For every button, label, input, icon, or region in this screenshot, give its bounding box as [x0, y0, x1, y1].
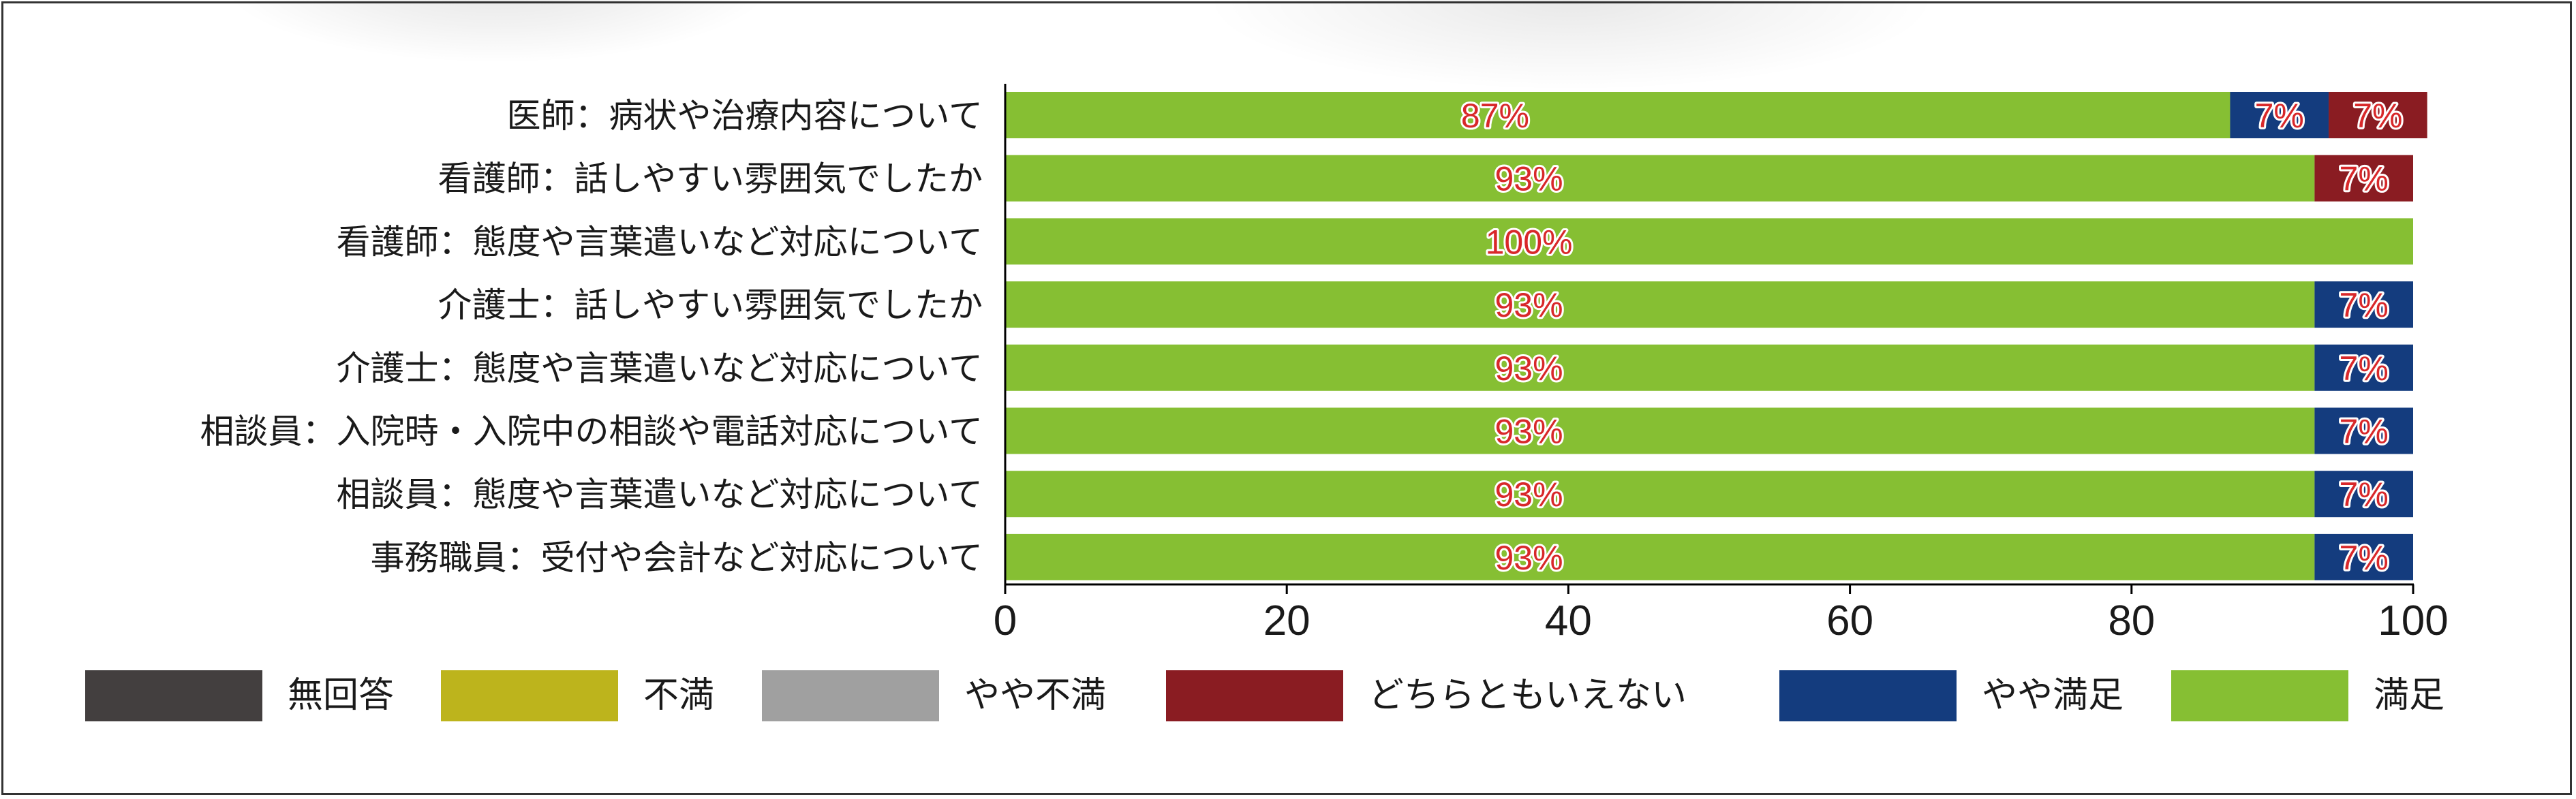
bar-segment [1005, 344, 2315, 391]
data-label: 93% [1495, 475, 1563, 514]
legend-swatch [762, 670, 939, 721]
data-label: 7% [2340, 160, 2389, 198]
legend-swatch [1779, 670, 1957, 721]
data-label: 93% [1495, 413, 1563, 451]
data-label: 93% [1495, 539, 1563, 577]
data-label: 100% [1486, 223, 1573, 261]
x-tick-label: 60 [1826, 597, 1873, 644]
data-label: 7% [2340, 475, 2389, 514]
x-axis: 0 20 40 60 80 100 [994, 84, 2449, 644]
bar-segment [2314, 407, 2413, 454]
category-label: 介護士：態度や言葉遣いなど対応について [337, 349, 983, 388]
category-label: 看護師：態度や言葉遣いなど対応について [337, 222, 983, 262]
category-label: 看護師：話しやすい雰囲気でしたか [438, 159, 983, 199]
category-label: 介護士：話しやすい雰囲気でしたか [438, 285, 983, 325]
data-label: 7% [2340, 349, 2389, 388]
x-tick-label: 100 [2378, 597, 2448, 644]
bar-segment [2314, 155, 2413, 202]
bar-segment [1005, 92, 2230, 138]
bar-segment [1005, 533, 2315, 580]
bar-segment [1005, 471, 2315, 518]
category-label: 相談員：入院時・入院中の相談や電話対応について [200, 412, 983, 452]
data-labels: 87% 7% 7% 93% 7% 100% 93% 7% 93% 7% 93% 7% 93% 7% 93% 7… [1459, 95, 2405, 579]
category-label: 事務職員：受付や会計など対応について [371, 538, 983, 578]
legend-label: 満足 [2374, 675, 2445, 716]
legend-label: どちらともいえない [1368, 675, 1687, 716]
data-label: 87% [1461, 97, 1529, 135]
bar-segment [2314, 281, 2413, 328]
data-label: 7% [2255, 97, 2304, 135]
category-labels: 医師：病状や治療内容について看護師：話しやすい雰囲気でしたか看護師：態度や言葉遣… [200, 96, 983, 578]
x-tick-label: 40 [1545, 597, 1592, 644]
data-label: 7% [2340, 539, 2389, 577]
bar-segment [1005, 281, 2315, 328]
bar-segment [1005, 155, 2315, 202]
data-label: 93% [1495, 160, 1563, 198]
legend-label: やや満足 [1982, 675, 2124, 716]
data-label: 93% [1495, 286, 1563, 324]
bar-segment [2314, 471, 2413, 518]
legend-swatch [2171, 670, 2348, 721]
bar-segment [2329, 92, 2427, 138]
data-label: 7% [2353, 97, 2402, 135]
legend-swatch [1166, 670, 1343, 721]
bar-segment [1005, 407, 2315, 454]
data-label: 7% [2340, 413, 2389, 451]
bar-segment [2314, 344, 2413, 391]
data-label: 93% [1495, 349, 1563, 388]
legend-label: 無回答 [288, 675, 395, 716]
legend-label: やや不満 [964, 675, 1107, 716]
x-tick-label: 20 [1263, 597, 1310, 644]
bars-layer [1005, 92, 2427, 580]
legend-label: 不満 [643, 675, 715, 716]
data-label: 7% [2340, 286, 2389, 324]
x-tick-label: 0 [994, 597, 1017, 644]
legend: 無回答 不満 やや不満 どちらともいえない やや満足 満足 [85, 668, 2470, 722]
legend-swatch [441, 670, 618, 721]
bar-segment [2230, 92, 2329, 138]
bar-segment [2314, 533, 2413, 580]
legend-swatch [85, 670, 262, 721]
x-tick-label: 80 [2108, 597, 2155, 644]
category-label: 医師：病状や治療内容について [507, 96, 983, 136]
category-label: 相談員：態度や言葉遣いなど対応について [337, 475, 983, 514]
bar-segment [1005, 218, 2413, 265]
